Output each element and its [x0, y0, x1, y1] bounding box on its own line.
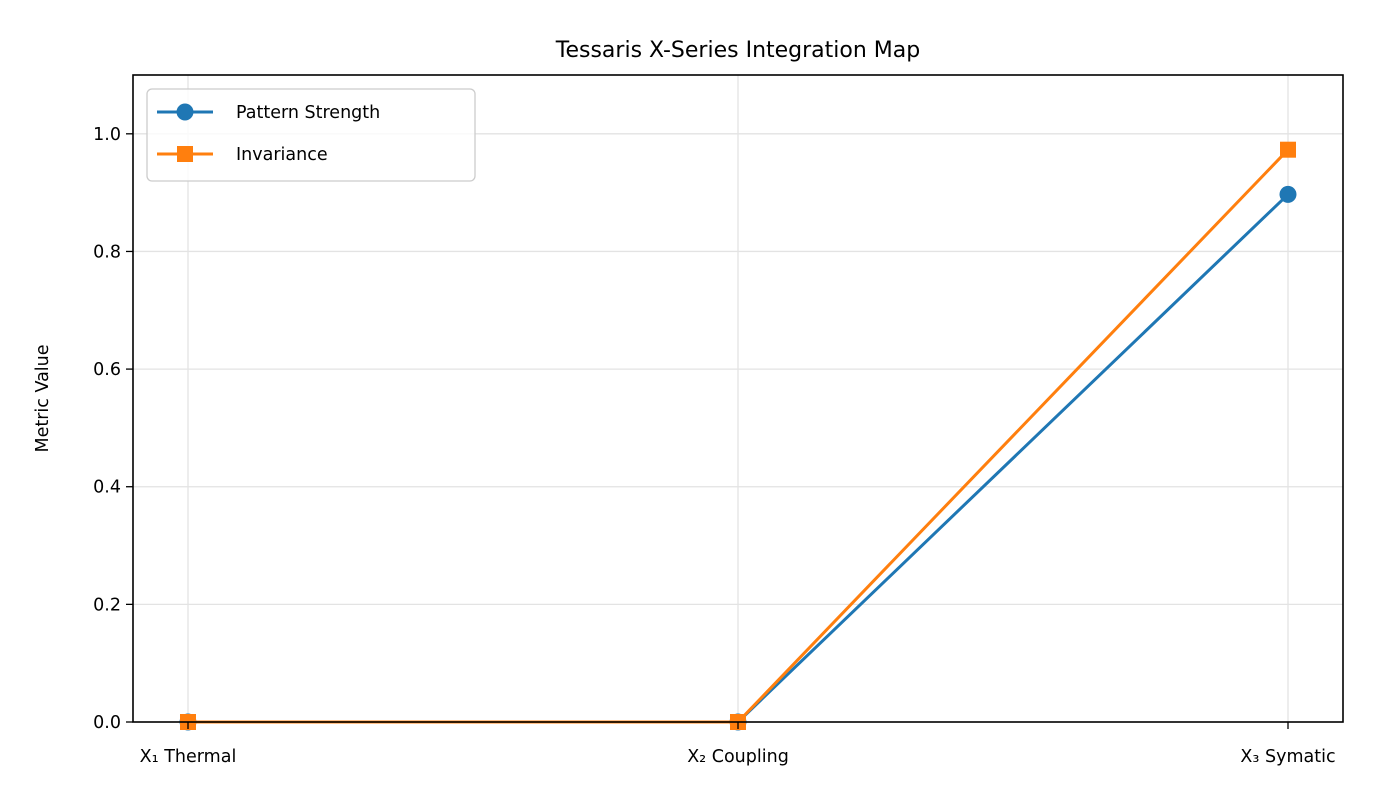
- legend-label: Invariance: [236, 145, 328, 165]
- y-tick-label: 0.6: [93, 360, 121, 380]
- y-tick-label: 0.4: [93, 478, 121, 498]
- y-axis-label: Metric Value: [33, 344, 53, 452]
- data-point: [1279, 185, 1297, 203]
- y-tick-label: 0.8: [93, 242, 121, 262]
- ticks-layer: 0.0 0.2 0.4 0.6 0.8 1.0 X₁ Thermal X₂ Coupling X…: [93, 125, 1335, 767]
- legend-entry: Invariance: [157, 145, 328, 165]
- y-tick-label: 1.0: [93, 125, 121, 145]
- legend: Pattern Strength Invariance: [146, 88, 476, 182]
- y-tick-label: 0.0: [93, 713, 121, 733]
- x-tick-label: X₂ Coupling: [687, 747, 789, 767]
- legend-box: [146, 88, 476, 182]
- legend-marker: [177, 146, 193, 162]
- legend-entry: Pattern Strength: [157, 103, 380, 123]
- x-tick-label: X₁ Thermal: [140, 747, 237, 767]
- legend-marker: [176, 103, 194, 121]
- x-tick-label: X₃ Symatic: [1240, 747, 1335, 767]
- legend-label: Pattern Strength: [236, 103, 380, 123]
- y-tick-label: 0.2: [93, 595, 121, 615]
- data-point: [1280, 141, 1296, 158]
- chart-title: Tessaris X-Series Integration Map: [555, 38, 920, 63]
